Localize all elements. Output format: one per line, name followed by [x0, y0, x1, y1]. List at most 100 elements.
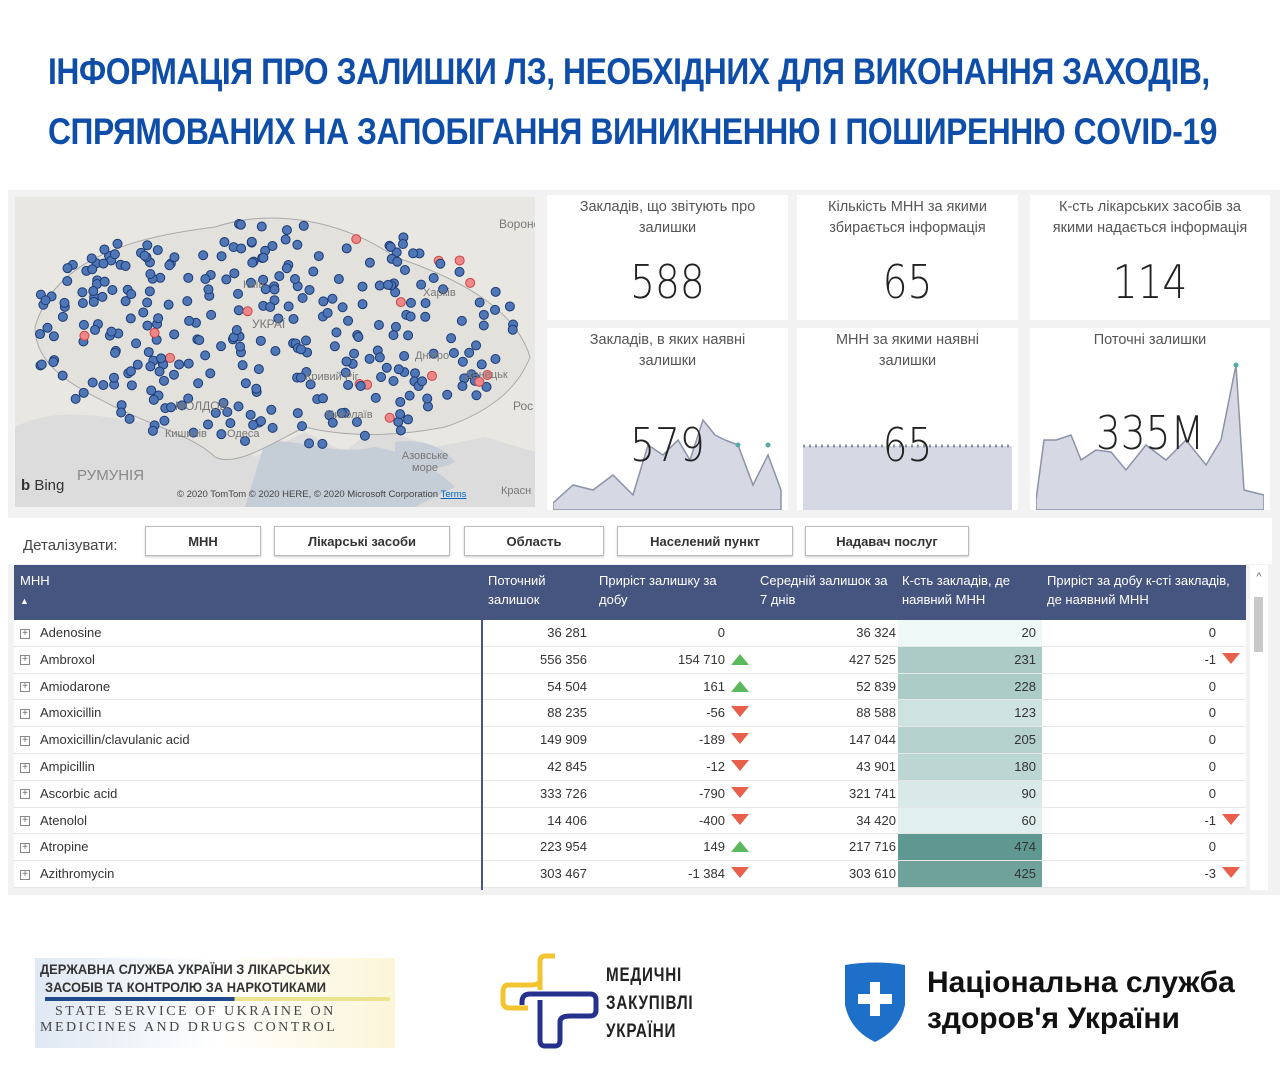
facility-marker[interactable] — [218, 397, 229, 408]
facility-marker[interactable] — [457, 381, 468, 392]
facility-marker[interactable] — [240, 435, 251, 446]
facility-marker[interactable] — [99, 244, 110, 255]
table-row[interactable]: + Ampicillin 42 845 -12 43 901 180 0 — [14, 753, 1246, 781]
facility-marker[interactable] — [351, 417, 362, 428]
facility-marker[interactable] — [281, 263, 292, 274]
expand-icon[interactable]: + — [20, 789, 30, 800]
facility-marker[interactable] — [317, 438, 328, 449]
facility-marker[interactable] — [143, 347, 154, 358]
expand-icon[interactable]: + — [20, 842, 30, 853]
facility-marker[interactable] — [355, 381, 366, 392]
facility-marker[interactable] — [289, 274, 300, 285]
facility-marker[interactable] — [120, 296, 131, 307]
facility-marker[interactable] — [370, 392, 381, 403]
expand-icon[interactable]: + — [20, 735, 30, 746]
facility-marker[interactable] — [48, 357, 59, 368]
facility-marker[interactable] — [474, 376, 485, 387]
facility-marker[interactable] — [77, 298, 88, 309]
facility-marker[interactable] — [304, 438, 315, 449]
facility-marker[interactable] — [442, 389, 453, 400]
header-mnn[interactable]: МНН ▲ — [20, 573, 50, 606]
facility-marker[interactable] — [364, 257, 375, 268]
facility-marker[interactable] — [233, 401, 244, 412]
facility-marker[interactable] — [145, 268, 156, 279]
facility-marker[interactable] — [357, 281, 368, 292]
facility-marker[interactable] — [333, 274, 344, 285]
facility-marker[interactable] — [405, 311, 416, 322]
table-row[interactable]: + Atropine 223 954 149 217 716 474 0 — [14, 834, 1246, 862]
facility-marker[interactable] — [405, 297, 416, 308]
map-canvas[interactable] — [15, 197, 535, 507]
table-row[interactable]: + Amiodarone 54 504 161 52 839 228 0 — [14, 673, 1246, 701]
facility-marker[interactable] — [395, 425, 406, 436]
facility-marker[interactable] — [388, 330, 399, 341]
facility-marker[interactable] — [465, 277, 476, 288]
facility-marker[interactable] — [281, 225, 292, 236]
facility-marker[interactable] — [267, 240, 278, 251]
facility-marker[interactable] — [322, 307, 333, 318]
facility-marker[interactable] — [78, 387, 89, 398]
facility-marker[interactable] — [110, 347, 121, 358]
facility-marker[interactable] — [203, 284, 214, 295]
facility-marker[interactable] — [70, 393, 81, 404]
facility-marker[interactable] — [36, 359, 47, 370]
facility-marker[interactable] — [353, 331, 364, 342]
facility-marker[interactable] — [188, 427, 199, 438]
facility-marker[interactable] — [182, 296, 193, 307]
facility-marker[interactable] — [318, 296, 329, 307]
facility-marker[interactable] — [256, 416, 267, 427]
facility-marker[interactable] — [106, 326, 117, 337]
facility-marker[interactable] — [225, 418, 236, 429]
facility-marker[interactable] — [395, 396, 406, 407]
facility-marker[interactable] — [245, 409, 256, 420]
facility-marker[interactable] — [147, 425, 158, 436]
facility-marker[interactable] — [87, 264, 98, 275]
facility-marker[interactable] — [206, 309, 217, 320]
facility-marker[interactable] — [138, 307, 149, 318]
facility-marker[interactable] — [152, 245, 163, 256]
expand-icon[interactable]: + — [20, 655, 30, 666]
facility-marker[interactable] — [35, 329, 46, 340]
facility-marker[interactable] — [203, 419, 214, 430]
facility-marker[interactable] — [393, 364, 404, 375]
facility-marker[interactable] — [298, 220, 309, 231]
facility-marker[interactable] — [454, 266, 465, 277]
facility-marker[interactable] — [125, 313, 136, 324]
facility-marker[interactable] — [183, 358, 194, 369]
facility-marker[interactable] — [478, 320, 489, 331]
facility-marker[interactable] — [144, 286, 155, 297]
facility-marker[interactable] — [258, 252, 269, 263]
facility-marker[interactable] — [148, 394, 159, 405]
facility-marker[interactable] — [295, 372, 306, 383]
facility-marker[interactable] — [456, 315, 467, 326]
facility-marker[interactable] — [109, 249, 120, 260]
facility-marker[interactable] — [86, 253, 97, 264]
facility-marker[interactable] — [283, 301, 294, 312]
facility-marker[interactable] — [183, 272, 194, 283]
facility-marker[interactable] — [388, 376, 399, 387]
facility-marker[interactable] — [392, 256, 403, 267]
facility-marker[interactable] — [62, 263, 73, 274]
table-row[interactable]: + Amoxicillin 88 235 -56 88 588 123 0 — [14, 700, 1246, 728]
facility-marker[interactable] — [246, 236, 257, 247]
facility-marker[interactable] — [384, 412, 395, 423]
facility-marker[interactable] — [177, 400, 188, 411]
facility-marker[interactable] — [270, 345, 281, 356]
facility-marker[interactable] — [174, 359, 185, 370]
facility-marker[interactable] — [216, 429, 227, 440]
facility-marker[interactable] — [296, 421, 307, 432]
facility-marker[interactable] — [154, 366, 165, 377]
facility-marker[interactable] — [216, 341, 227, 352]
facility-marker[interactable] — [200, 274, 211, 285]
facility-marker[interactable] — [288, 313, 299, 324]
facility-marker[interactable] — [168, 369, 179, 380]
drill-provider-button[interactable]: Надавач послуг — [805, 526, 969, 556]
facility-marker[interactable] — [98, 380, 109, 391]
facility-marker[interactable] — [251, 383, 262, 394]
facility-marker[interactable] — [490, 304, 501, 315]
facility-marker[interactable] — [374, 280, 385, 291]
facility-marker[interactable] — [235, 219, 246, 230]
facility-marker[interactable] — [253, 364, 264, 375]
header-facility-increase[interactable]: Приріст за добу к-сті закладів, де наявн… — [1047, 573, 1230, 607]
facility-marker[interactable] — [313, 251, 324, 262]
